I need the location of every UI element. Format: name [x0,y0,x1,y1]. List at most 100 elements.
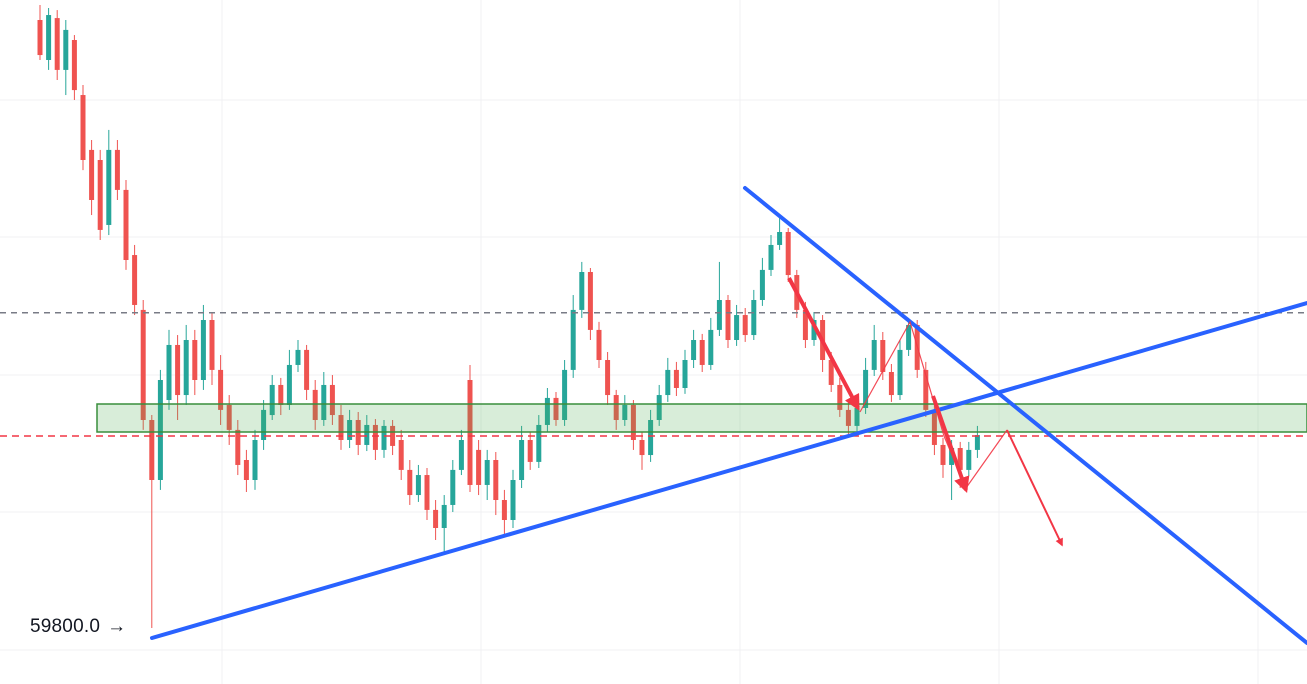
candle-body [845,409,851,426]
candle-body [622,404,628,420]
candle-body [854,408,860,426]
candle-body [553,397,559,420]
candle-body [304,349,310,390]
candle-body [828,360,834,385]
candle-body [312,389,318,420]
candle-body [89,149,95,200]
candle-body [536,424,542,462]
candle-body [716,300,722,330]
candle-body [157,380,163,480]
candle-body [725,300,731,340]
candle-body [966,449,972,470]
candle-body [605,360,611,396]
candle-body [811,320,817,340]
trendlines-layer[interactable] [150,186,1307,645]
candle-body [656,395,662,420]
candle-body [648,420,654,456]
candles-layer [37,4,980,628]
candle-body [940,444,946,465]
dashed-levels-layer[interactable] [0,312,1307,437]
candle-body [484,460,490,485]
candle-body [751,300,757,336]
candle-body [243,460,249,480]
candle-body [450,469,456,505]
support-zone-layer[interactable] [96,403,1307,433]
candle-body [510,480,516,520]
candle-body [682,360,688,388]
candle-body [347,420,353,440]
candle-body [837,384,843,410]
candle-body [596,329,602,360]
candle-body [888,372,894,396]
candle-body [570,309,576,370]
candle-body [192,340,198,380]
candle-body [785,232,791,276]
candle-body [931,409,937,445]
candle-body [372,424,378,450]
candle-body [587,272,593,330]
candle-body [871,340,877,370]
price-annotation[interactable]: 59800.0 → [30,616,126,638]
projection-arrow[interactable] [1006,429,1063,547]
candle-body [97,160,103,230]
candle-body [321,384,327,420]
candle-body [390,425,396,446]
candle-body [149,420,155,480]
candle-body [235,429,241,465]
candle-body [140,309,146,420]
candle-body [338,415,344,440]
impulse-arrow-2[interactable] [931,395,970,494]
right-arrow-icon: → [107,616,127,637]
candle-body [441,504,447,528]
candle-body [613,395,619,420]
candle-body [37,20,43,56]
arrows-layer[interactable] [787,277,1063,547]
candle-body [630,404,636,440]
candle-body [691,340,697,360]
support-zone-rectangle[interactable] [96,403,1307,433]
candle-body [252,440,258,480]
candle-body [493,460,499,500]
candle-body [209,320,215,370]
candle-body [80,95,86,160]
descending-trendline[interactable] [743,186,1307,645]
candle-body [46,15,52,60]
candle-body [519,440,525,480]
impulse-arrow-1[interactable] [787,277,860,411]
candle-body [974,435,980,450]
candle-body [957,448,963,470]
candle-body [183,340,189,396]
ascending-trendline[interactable] [150,301,1307,640]
candle-body [923,369,929,410]
price-annotation-text: 59800.0 [30,616,101,637]
candle-body [579,272,585,310]
projection-path[interactable] [859,320,1008,490]
candle-body [132,255,138,305]
candle-body [501,500,507,520]
candle-body [63,29,69,70]
candle-body [295,349,301,365]
candle-body [123,189,129,260]
candle-body [278,384,284,405]
candle-body [200,320,206,380]
candle-body [329,384,335,416]
candle-body [71,40,77,91]
candle-body [364,424,370,445]
candle-body [527,440,533,462]
candle-body [433,509,439,528]
candle-body [226,404,232,430]
candle-body [562,369,568,420]
candle-body [639,440,645,456]
candle-body [398,440,404,470]
candle-body [269,384,275,416]
candle-body [734,315,740,340]
candle-body [544,397,550,425]
candle-body [863,369,869,408]
candle-body [880,340,886,372]
candle-body [897,349,903,396]
candle-body [407,469,413,496]
candle-body [166,344,172,400]
